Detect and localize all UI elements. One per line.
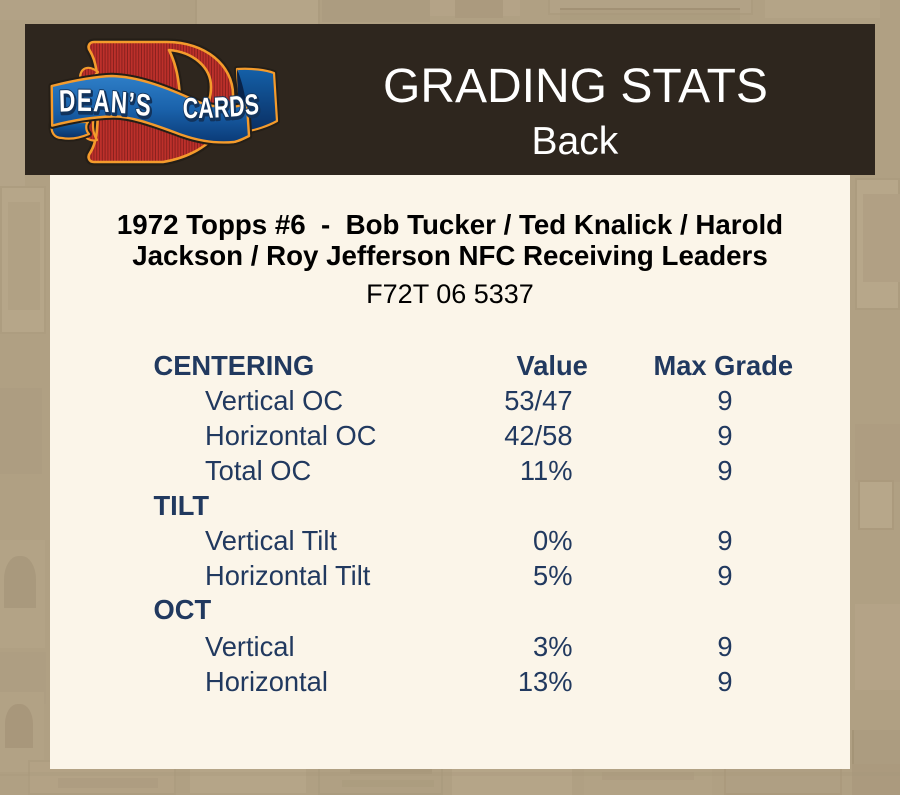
svg-text:CARDS: CARDS bbox=[183, 88, 261, 125]
svg-text:CARDS: CARDS bbox=[184, 90, 262, 127]
svg-text:DEAN’S: DEAN’S bbox=[60, 84, 155, 125]
svg-text:DEAN’S: DEAN’S bbox=[59, 82, 154, 123]
